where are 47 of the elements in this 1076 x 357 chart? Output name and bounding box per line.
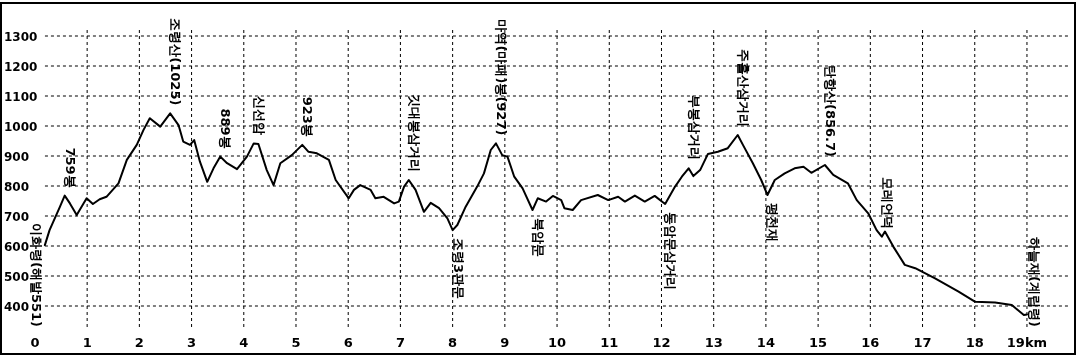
annotation: 조령산(1025) [168, 18, 184, 106]
annotation: 759봉 [62, 147, 78, 188]
x-tick-label: 3 [187, 335, 197, 350]
x-tick-label: 10 [548, 335, 567, 350]
annotation: 이화령(해발551) [28, 222, 44, 327]
y-tick-label: 400 [4, 300, 30, 314]
x-tick-label: 6 [343, 335, 353, 350]
y-tick-label: 1200 [4, 60, 38, 74]
x-tick-label: 15 [809, 335, 828, 350]
x-tick-label: 2 [134, 335, 144, 350]
annotation: 평천재 [765, 203, 781, 242]
x-tick-label: 1 [82, 335, 92, 350]
y-tick-label: 700 [4, 210, 30, 224]
y-tick-label: 600 [4, 240, 30, 254]
annotation: 조령3관문 [450, 238, 466, 300]
annotation: 동암문삼거리 [663, 212, 679, 290]
annotation: 탄항산(856.7) [822, 64, 838, 157]
x-tick-label: 17 [913, 335, 932, 350]
x-tick-label: 4 [239, 335, 249, 350]
x-tick-label: 9 [500, 335, 510, 350]
x-tick-label: 11 [600, 335, 619, 350]
annotation: 부봉삼거리 [686, 95, 702, 161]
annotation: 신선암 [251, 96, 267, 136]
y-tick-label: 1000 [4, 120, 38, 134]
x-tick-label: 19km [1006, 335, 1048, 350]
y-tick-label: 1300 [4, 30, 38, 44]
x-tick-label: 7 [395, 335, 405, 350]
y-tick-label: 800 [4, 180, 30, 194]
annotation: 하늘재(계립령) [1026, 237, 1042, 327]
x-tick-label: 0 [30, 335, 40, 350]
annotation: 북암문 [530, 218, 546, 257]
annotation: 모레언덕 [879, 176, 895, 229]
x-tick-label: 18 [965, 335, 984, 350]
x-tick-label: 12 [652, 335, 671, 350]
x-tick-label: 16 [861, 335, 880, 350]
y-tick-label: 900 [4, 150, 30, 164]
annotation: 마역(마패)봉(927) [493, 19, 509, 136]
annotation: 889봉 [218, 108, 234, 149]
y-tick-label: 1100 [4, 90, 38, 104]
x-tick-label: 8 [448, 335, 458, 350]
annotation: 923봉 [300, 96, 316, 137]
x-tick-label: 14 [756, 335, 775, 350]
x-tick-label: 5 [291, 335, 301, 350]
y-tick-label: 500 [4, 270, 30, 284]
annotation: 주흘산삼거리 [735, 49, 751, 127]
x-tick-label: 13 [704, 335, 723, 350]
annotation: 깃대봉삼거리 [406, 94, 422, 172]
